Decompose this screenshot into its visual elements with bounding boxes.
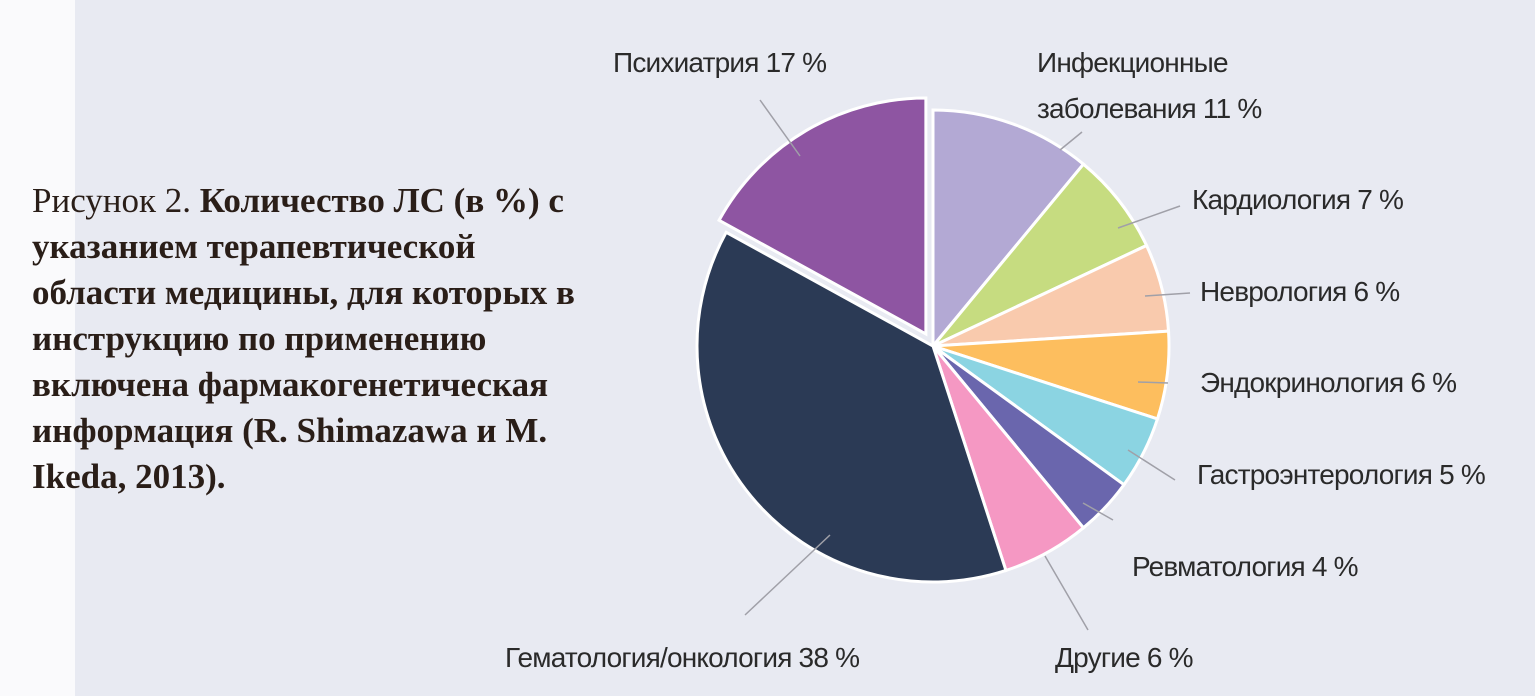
value-label: 38 % (798, 642, 860, 673)
category-label: Гематология/онкология (505, 642, 792, 673)
leader-line (1137, 381, 1169, 384)
category-label: Эндокринология (1200, 367, 1404, 398)
category-label: Другие (1055, 642, 1141, 673)
category-label: Неврология (1200, 276, 1347, 307)
leader-line (1044, 555, 1089, 631)
category-label: Инфекционные заболевания (1037, 47, 1229, 124)
value-label: 6 % (1410, 367, 1457, 398)
slice-label: Психиатрия 17 % (613, 40, 827, 86)
slice-label: Гематология/онкология 38 % (505, 635, 860, 681)
pie-slice (695, 230, 1008, 584)
leader-line (759, 99, 801, 157)
pie-slice (931, 108, 1086, 351)
leader-line (744, 534, 831, 616)
category-label: Кардиология (1192, 184, 1351, 215)
leader-line (1127, 449, 1176, 481)
slice-label: Другие 6 % (1055, 635, 1194, 681)
leader-line (1144, 292, 1191, 297)
slice-label: Неврология 6 % (1200, 269, 1400, 315)
value-label: 11 % (1202, 93, 1262, 124)
leader-line (1117, 205, 1181, 229)
category-label: Психиатрия (613, 47, 759, 78)
figure-label: Рисунок 2. (32, 181, 192, 220)
leader-line (1059, 131, 1083, 151)
pie-slice (931, 162, 1149, 348)
chart-title: Количество ЛС (в %) с указанием терапевт… (32, 181, 575, 496)
category-label: Ревматология (1132, 551, 1306, 582)
pie-slice (717, 96, 928, 337)
margin-strip (0, 0, 75, 696)
slice-label: Инфекционные заболевания 11 % (1037, 40, 1297, 132)
value-label: 17 % (765, 47, 827, 78)
caption: Рисунок 2. Количество ЛС (в %) с указани… (32, 178, 602, 500)
value-label: 5 % (1439, 459, 1486, 490)
category-label: Гастроэнтерология (1197, 459, 1433, 490)
value-label: 6 % (1353, 276, 1400, 307)
slice-label: Ревматология 4 % (1132, 544, 1359, 590)
slice-label: Эндокринология 6 % (1200, 360, 1457, 406)
value-label: 6 % (1146, 642, 1194, 673)
slice-label: Гастроэнтерология 5 % (1197, 452, 1486, 498)
value-label: 4 % (1311, 551, 1359, 582)
value-label: 7 % (1357, 184, 1404, 215)
leader-line (1082, 502, 1114, 521)
slice-label: Кардиология 7 % (1192, 177, 1404, 223)
